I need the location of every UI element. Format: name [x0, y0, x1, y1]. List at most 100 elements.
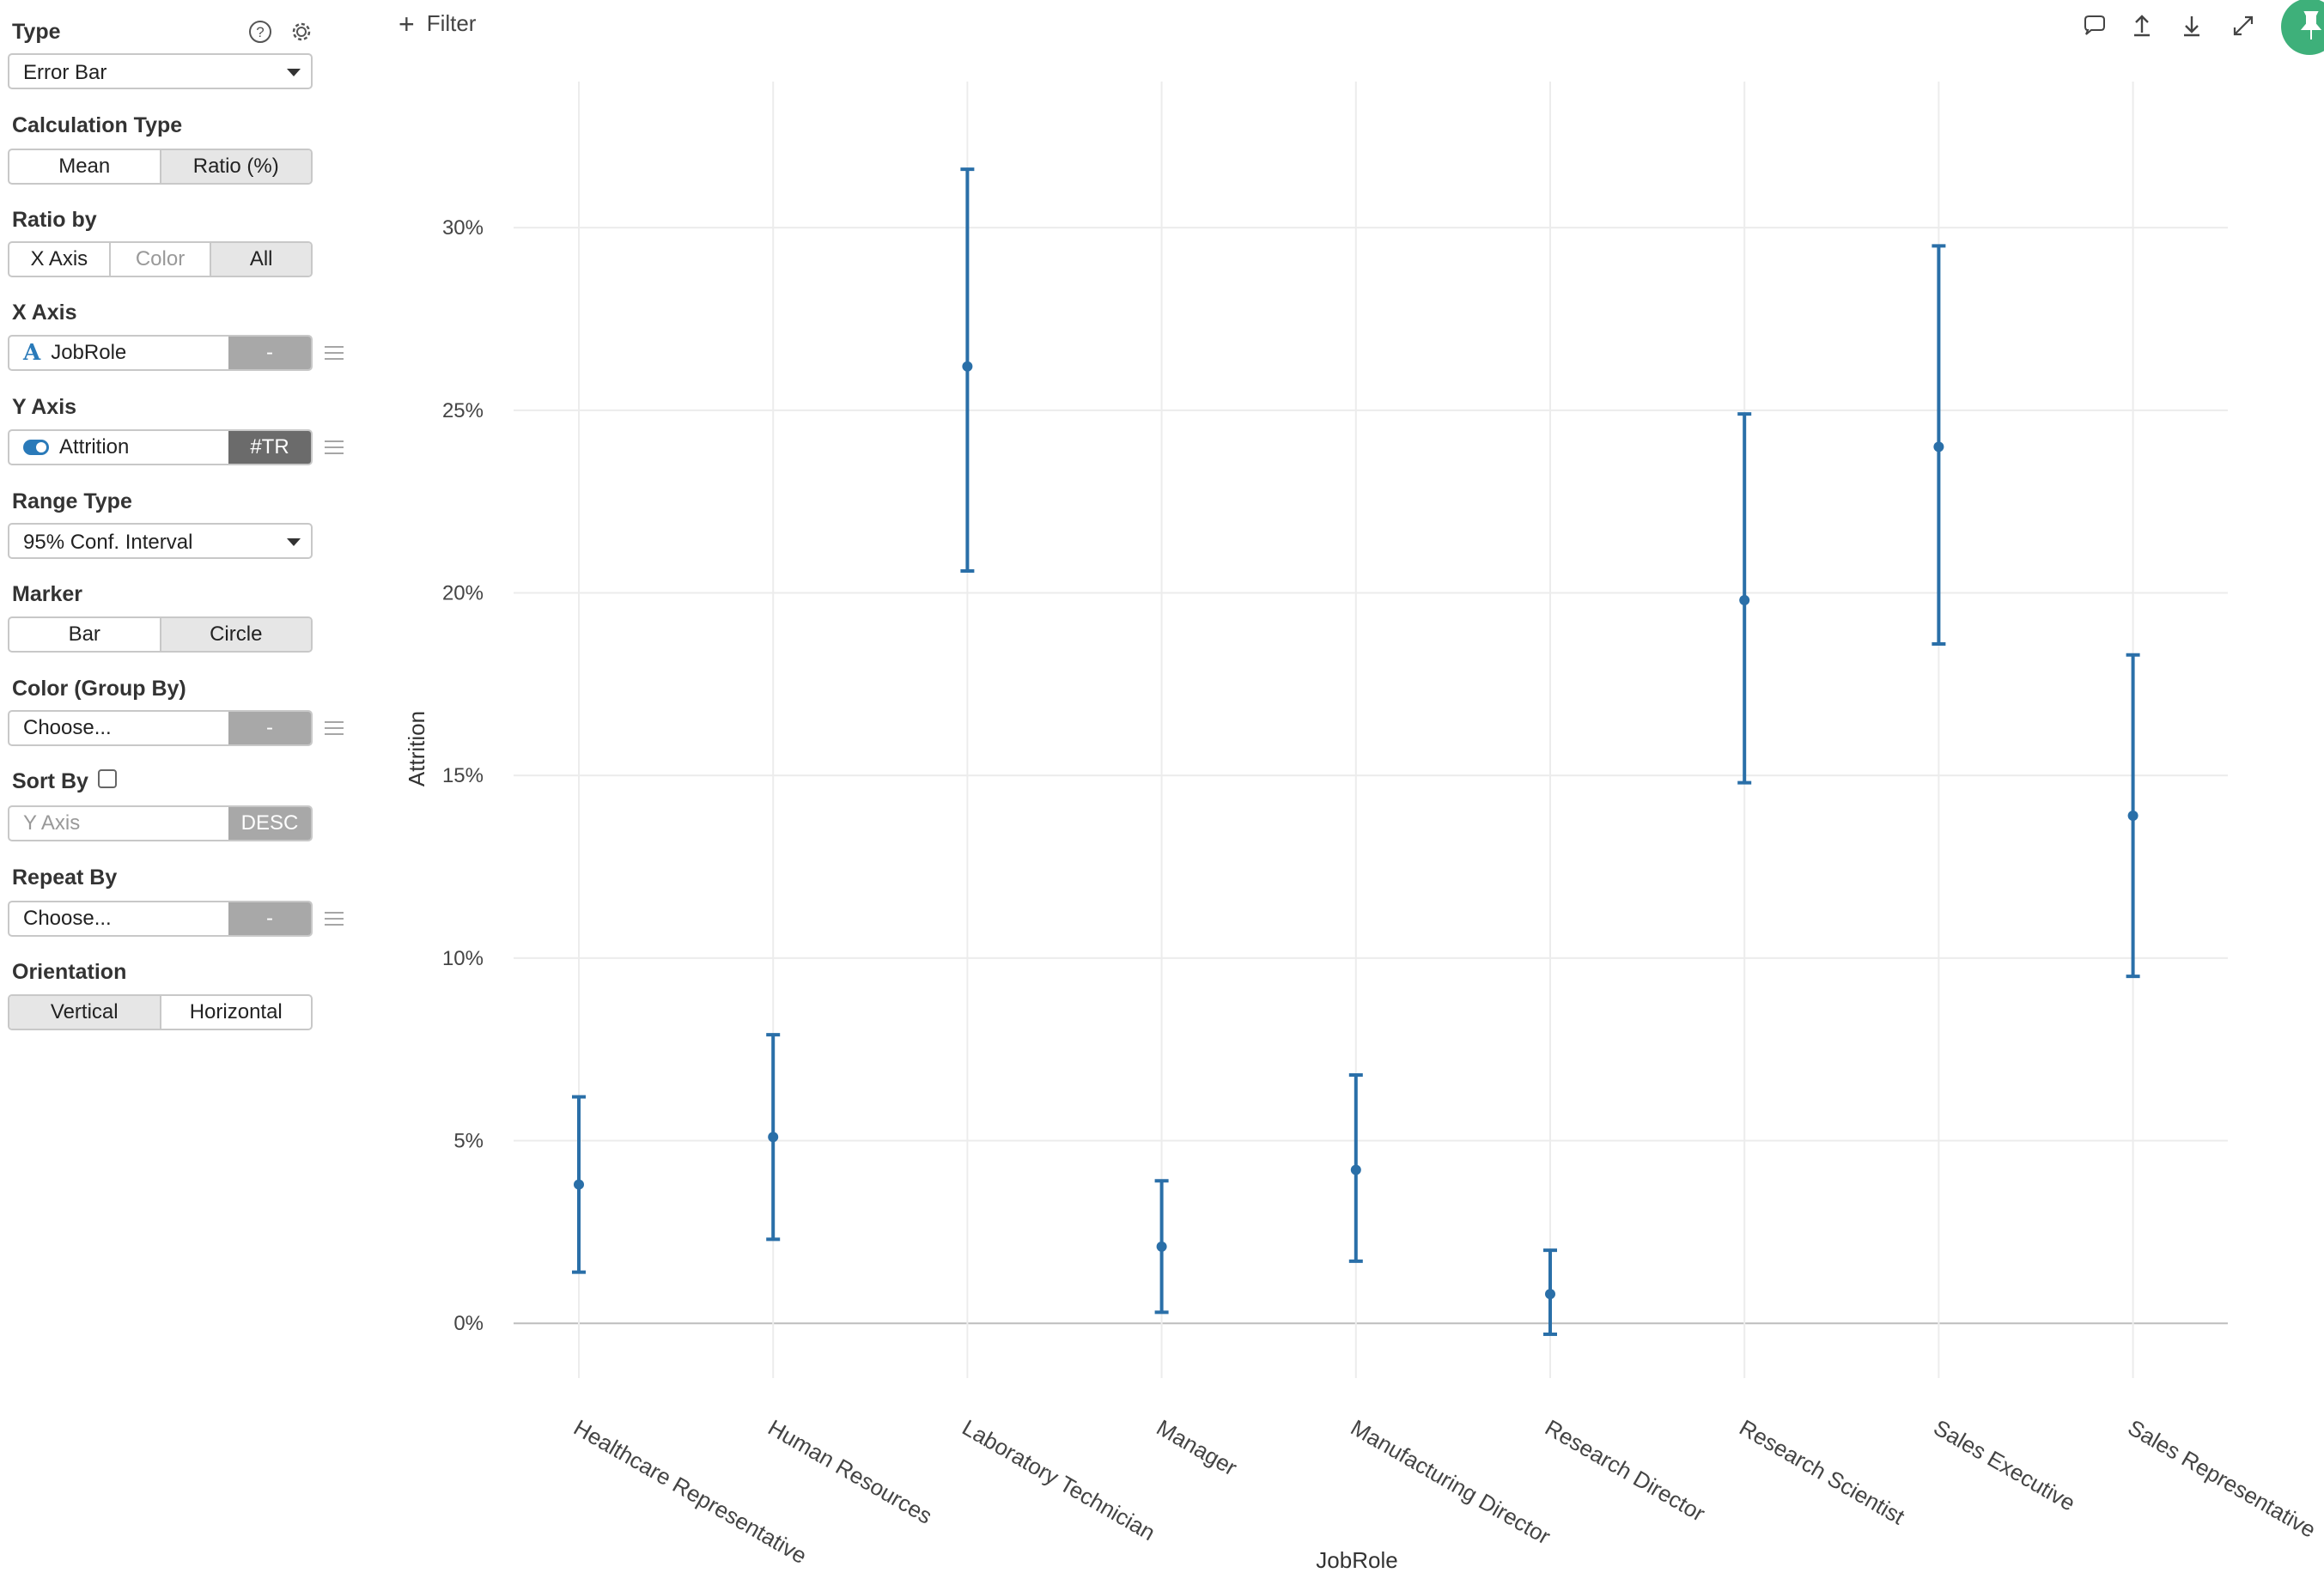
x-axis-value: JobRole	[51, 341, 127, 364]
error-bar[interactable]	[2126, 653, 2140, 979]
sort-by-checkbox[interactable]	[98, 769, 117, 788]
expand-icon[interactable]	[2230, 12, 2257, 39]
error-bar-point[interactable]	[768, 1132, 779, 1143]
x-tick-label: Research Scientist	[1735, 1414, 1909, 1530]
error-bar[interactable]	[1348, 1072, 1363, 1263]
help-icon[interactable]: ?	[247, 19, 273, 45]
boolean-type-icon	[23, 440, 49, 455]
text-type-icon: A	[23, 340, 41, 366]
repeat-by-value: Choose...	[23, 907, 112, 930]
error-bar-point[interactable]	[574, 1179, 584, 1190]
calculation-type-label: Calculation Type	[12, 113, 183, 137]
marker-toggle: Bar Circle	[8, 616, 313, 653]
y-tick-label: 20%	[442, 581, 484, 604]
color-menu-icon[interactable]	[325, 721, 344, 735]
comment-icon[interactable]	[2080, 12, 2108, 39]
filter-label: Filter	[426, 10, 477, 36]
marker-label: Marker	[12, 582, 82, 606]
settings-sidebar: Type ? Error Bar Calculation Type Mean R…	[0, 0, 361, 1585]
y-tick-label: 30%	[442, 216, 484, 240]
color-agg-button[interactable]: -	[228, 712, 311, 744]
filter-button[interactable]: + Filter	[398, 8, 477, 39]
y-tick-label: 0%	[453, 1312, 484, 1335]
error-bar-point[interactable]	[1156, 1241, 1167, 1252]
chart-type-value: Error Bar	[23, 61, 107, 84]
y-axis-title: Attrition	[404, 711, 429, 786]
error-bar[interactable]	[1154, 1179, 1169, 1315]
range-type-label: Range Type	[12, 489, 132, 513]
error-bar[interactable]	[1737, 412, 1752, 785]
y-tick-label: 10%	[442, 947, 484, 970]
error-bars	[572, 167, 2140, 1336]
error-bar[interactable]	[1543, 1248, 1557, 1336]
error-bar-point[interactable]	[1739, 595, 1750, 605]
repeat-by-menu-icon[interactable]	[325, 912, 344, 926]
error-bar-point[interactable]	[962, 361, 973, 372]
y-tick-label: 15%	[442, 764, 484, 787]
x-axis-agg-button[interactable]: -	[228, 337, 311, 369]
range-type-value: 95% Conf. Interval	[23, 531, 193, 554]
plus-icon: +	[398, 8, 415, 39]
color-value: Choose...	[23, 716, 112, 739]
download-icon[interactable]	[2178, 12, 2205, 39]
chart-grid	[514, 82, 2228, 1378]
error-bar[interactable]	[960, 167, 975, 573]
ratio-all-option[interactable]: All	[211, 243, 311, 276]
gear-icon[interactable]	[289, 19, 314, 45]
x-axis-menu-icon[interactable]	[325, 346, 344, 360]
pin-icon	[2300, 11, 2322, 39]
pin-button[interactable]	[2281, 0, 2324, 55]
x-axis-title: JobRole	[1316, 1547, 1397, 1573]
error-bar[interactable]	[766, 1033, 781, 1242]
calc-mean-option[interactable]: Mean	[9, 150, 161, 183]
ratio-by-label: Ratio by	[12, 208, 97, 232]
y-axis-agg-button[interactable]: #TR	[228, 431, 311, 464]
x-tick-label: Manufacturing Director	[1347, 1414, 1555, 1550]
sort-order-button[interactable]: DESC	[228, 807, 311, 840]
y-axis-value: Attrition	[59, 435, 130, 458]
orientation-vertical-option[interactable]: Vertical	[9, 996, 161, 1029]
error-bar-point[interactable]	[1350, 1164, 1361, 1175]
y-axis-field[interactable]: Attrition #TR	[8, 429, 313, 465]
marker-bar-option[interactable]: Bar	[9, 618, 161, 651]
ratio-color-option[interactable]: Color	[111, 243, 212, 276]
repeat-by-label: Repeat By	[12, 865, 118, 890]
repeat-by-agg-button[interactable]: -	[228, 902, 311, 935]
chevron-down-icon	[287, 69, 301, 76]
error-bar-point[interactable]	[1545, 1289, 1555, 1300]
chart-type-select[interactable]: Error Bar	[8, 53, 313, 89]
y-axis-ticks: 0% 5% 10% 15% 20% 25% 30%	[442, 216, 484, 1335]
color-field[interactable]: Choose... -	[8, 710, 313, 746]
upload-icon[interactable]	[2128, 12, 2156, 39]
error-bar-point[interactable]	[2127, 810, 2138, 821]
x-tick-label: Sales Representative	[2124, 1414, 2321, 1543]
error-bar[interactable]	[1932, 244, 1946, 647]
x-tick-label: Manager	[1153, 1414, 1242, 1480]
y-tick-label: 25%	[442, 399, 484, 422]
y-axis-label: Y Axis	[12, 395, 77, 419]
calculation-type-toggle: Mean Ratio (%)	[8, 149, 313, 185]
type-label: Type	[12, 20, 61, 44]
y-axis-menu-icon[interactable]	[325, 440, 344, 454]
calc-ratio-option[interactable]: Ratio (%)	[161, 150, 311, 183]
x-axis-field[interactable]: A JobRole -	[8, 335, 313, 371]
x-axis-label: X Axis	[12, 301, 77, 325]
orientation-horizontal-option[interactable]: Horizontal	[189, 1000, 283, 1023]
sort-by-label: Sort By	[12, 769, 88, 793]
sort-by-placeholder: Y Axis	[23, 811, 81, 835]
ratio-x-axis-option[interactable]: X Axis	[9, 243, 111, 276]
repeat-by-field[interactable]: Choose... -	[8, 901, 313, 937]
ratio-by-toggle: X Axis Color All	[8, 241, 313, 277]
color-group-label: Color (Group By)	[12, 677, 186, 701]
y-tick-label: 5%	[453, 1130, 484, 1153]
error-bar-point[interactable]	[1933, 441, 1944, 452]
marker-circle-option[interactable]: Circle	[161, 618, 311, 651]
sort-by-field[interactable]: Y Axis DESC	[8, 805, 313, 841]
orientation-label: Orientation	[12, 960, 127, 984]
x-tick-label: Research Director	[1541, 1414, 1710, 1527]
range-type-select[interactable]: 95% Conf. Interval	[8, 523, 313, 559]
error-bar[interactable]	[572, 1095, 586, 1274]
x-tick-label: Sales Executive	[1929, 1414, 2079, 1515]
svg-text:?: ?	[256, 24, 264, 40]
